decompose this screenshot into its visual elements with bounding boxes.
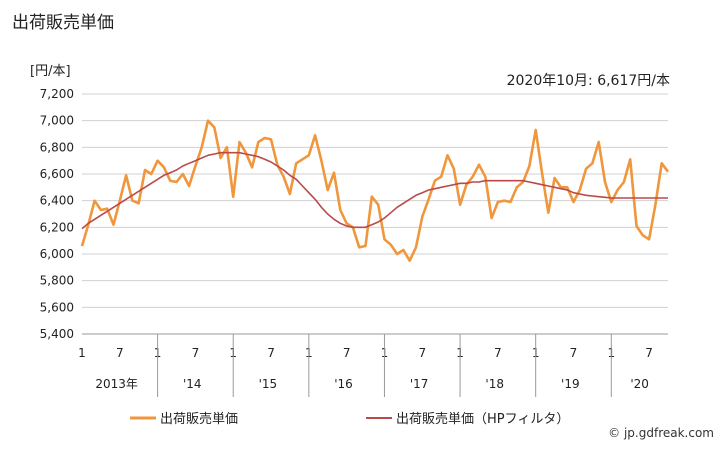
x-year-label: '15: [259, 377, 278, 391]
y-tick-label: 7,200: [40, 87, 74, 101]
y-tick-label: 6,200: [40, 220, 74, 234]
x-year-label: 2013年: [95, 377, 138, 391]
x-month-tick-label: 7: [343, 346, 351, 360]
legend-label: 出荷販売単価（HPフィルタ）: [396, 411, 569, 427]
x-year-label: '20: [630, 377, 649, 391]
x-month-tick-label: 7: [418, 346, 426, 360]
series-line-hp: [81, 151, 668, 230]
x-year-label: '19: [561, 377, 580, 391]
legend: 出荷販売単価 出荷販売単価（HPフィルタ）: [130, 411, 569, 427]
x-month-tick-label: 7: [116, 346, 124, 360]
latest-value-annotation: 2020年10月: 6,617円/本: [506, 73, 670, 89]
x-month-tick-label: 7: [494, 346, 502, 360]
y-axis-unit-label: [円/本]: [30, 64, 71, 79]
x-year-label: '17: [410, 377, 429, 391]
x-year-label: '14: [183, 377, 202, 391]
y-tick-label: 6,000: [40, 247, 74, 261]
grid-lines: [82, 93, 668, 335]
y-tick-label: 7,000: [40, 114, 74, 128]
x-month-tick-label: 7: [192, 346, 200, 360]
y-tick-label: 5,800: [40, 274, 74, 288]
x-axis: 17171717171717172013年'14'15'16'17'18'19'…: [78, 333, 668, 397]
chart-title: 出荷販売単価: [12, 13, 114, 33]
series-line-actual: [80, 119, 670, 263]
legend-label: 出荷販売単価: [160, 411, 238, 427]
y-axis-ticks: 5,400 5,600 5,800 6,000 6,200 6,400 6,600 6,800…: [40, 87, 74, 341]
y-tick-label: 6,600: [40, 167, 74, 181]
y-tick-label: 6,400: [40, 194, 74, 208]
x-month-tick-label: 7: [645, 346, 653, 360]
x-year-label: '18: [485, 377, 504, 391]
y-tick-label: 5,400: [40, 327, 74, 341]
x-month-tick-label: 7: [267, 346, 275, 360]
series-lines: [80, 119, 670, 263]
x-year-label: '16: [334, 377, 353, 391]
x-month-tick-label: 7: [570, 346, 578, 360]
source-credit: © jp.gdfreak.com: [608, 426, 714, 440]
y-tick-label: 6,800: [40, 140, 74, 154]
x-month-tick-label: 1: [78, 346, 86, 360]
y-tick-label: 5,600: [40, 300, 74, 314]
